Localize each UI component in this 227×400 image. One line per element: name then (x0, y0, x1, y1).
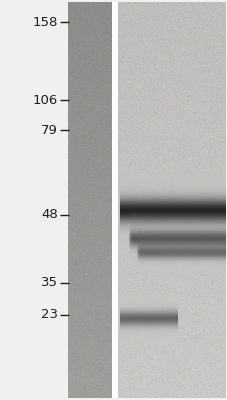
Text: 48: 48 (41, 208, 58, 222)
Text: 23: 23 (41, 308, 58, 322)
Text: 158: 158 (32, 16, 58, 28)
Text: 79: 79 (41, 124, 58, 136)
Text: 106: 106 (33, 94, 58, 106)
Text: 35: 35 (41, 276, 58, 290)
